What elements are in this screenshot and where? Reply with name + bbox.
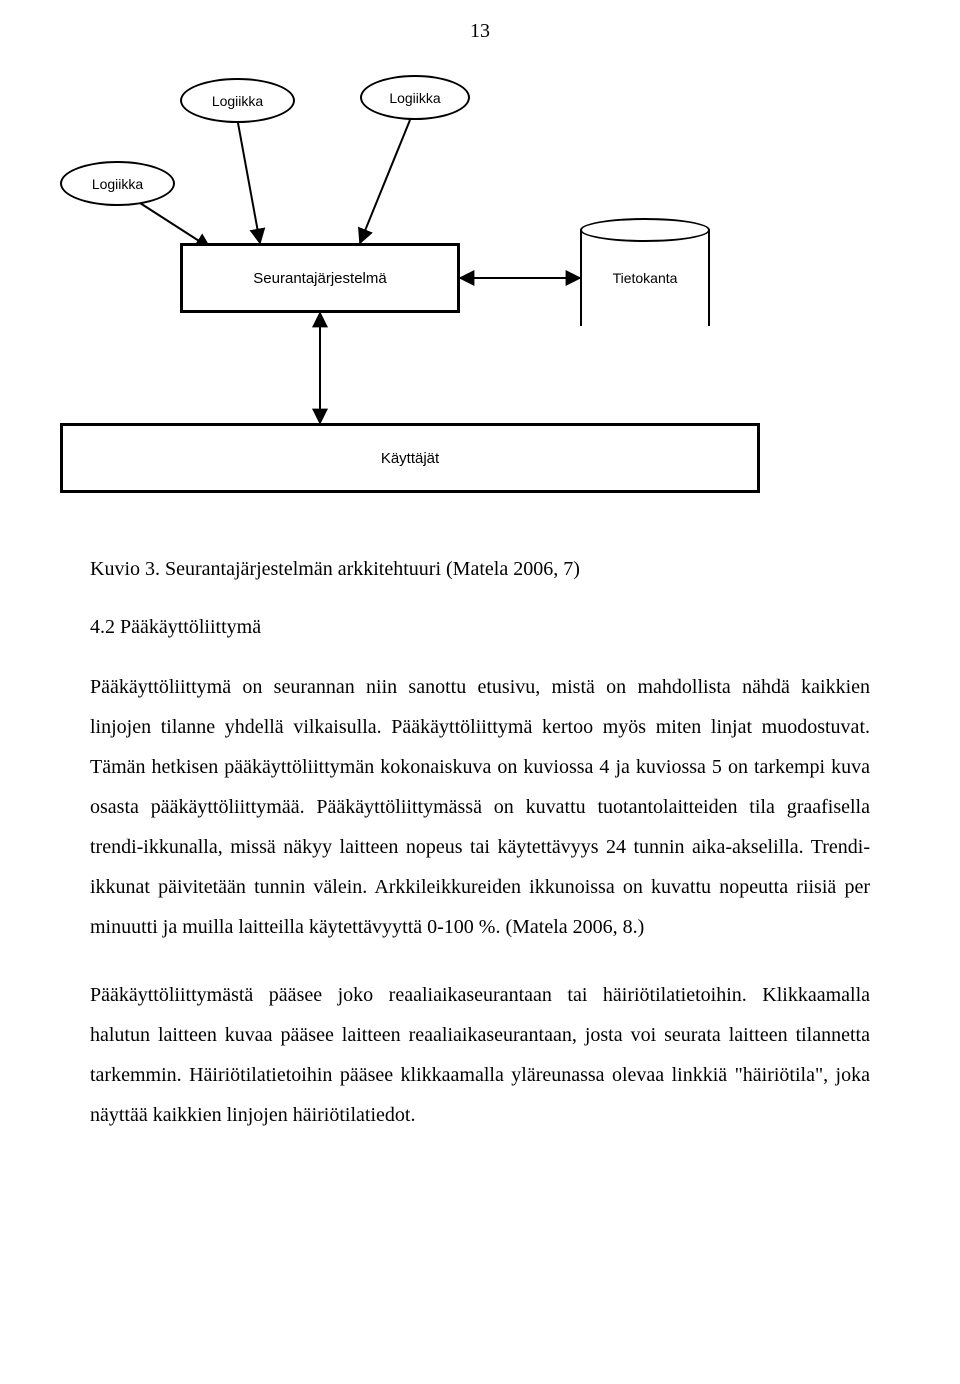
cylinder-body: Tietokanta xyxy=(580,230,710,326)
node-logiikka-3: Logiikka xyxy=(60,161,175,206)
paragraph: Pääkäyttöliittymästä pääsee joko reaalia… xyxy=(90,975,870,1135)
page-number: 13 xyxy=(90,20,870,43)
body-text: Pääkäyttöliittymä on seurannan niin sano… xyxy=(90,667,870,1135)
node-kayttajat: Käyttäjät xyxy=(60,423,760,493)
node-label: Logiikka xyxy=(212,93,263,109)
section-heading: 4.2 Pääkäyttöliittymä xyxy=(90,616,870,639)
node-label: Tietokanta xyxy=(613,270,678,286)
node-seurantajarjestelma: Seurantajärjestelmä xyxy=(180,243,460,313)
architecture-diagram: Logiikka Logiikka Logiikka Seurantajärje… xyxy=(60,53,780,533)
node-label: Käyttäjät xyxy=(381,450,439,467)
node-label: Logiikka xyxy=(92,176,143,192)
section-number: 4.2 xyxy=(90,616,115,638)
section-title: Pääkäyttöliittymä xyxy=(120,616,261,638)
node-label: Seurantajärjestelmä xyxy=(253,270,386,287)
figure-caption: Kuvio 3. Seurantajärjestelmän arkkitehtu… xyxy=(90,558,870,581)
node-label: Logiikka xyxy=(389,90,440,106)
node-logiikka-2: Logiikka xyxy=(360,75,470,120)
cylinder-top xyxy=(580,218,710,242)
node-tietokanta: Tietokanta xyxy=(580,218,710,338)
node-logiikka-1: Logiikka xyxy=(180,78,295,123)
paragraph: Pääkäyttöliittymä on seurannan niin sano… xyxy=(90,667,870,947)
